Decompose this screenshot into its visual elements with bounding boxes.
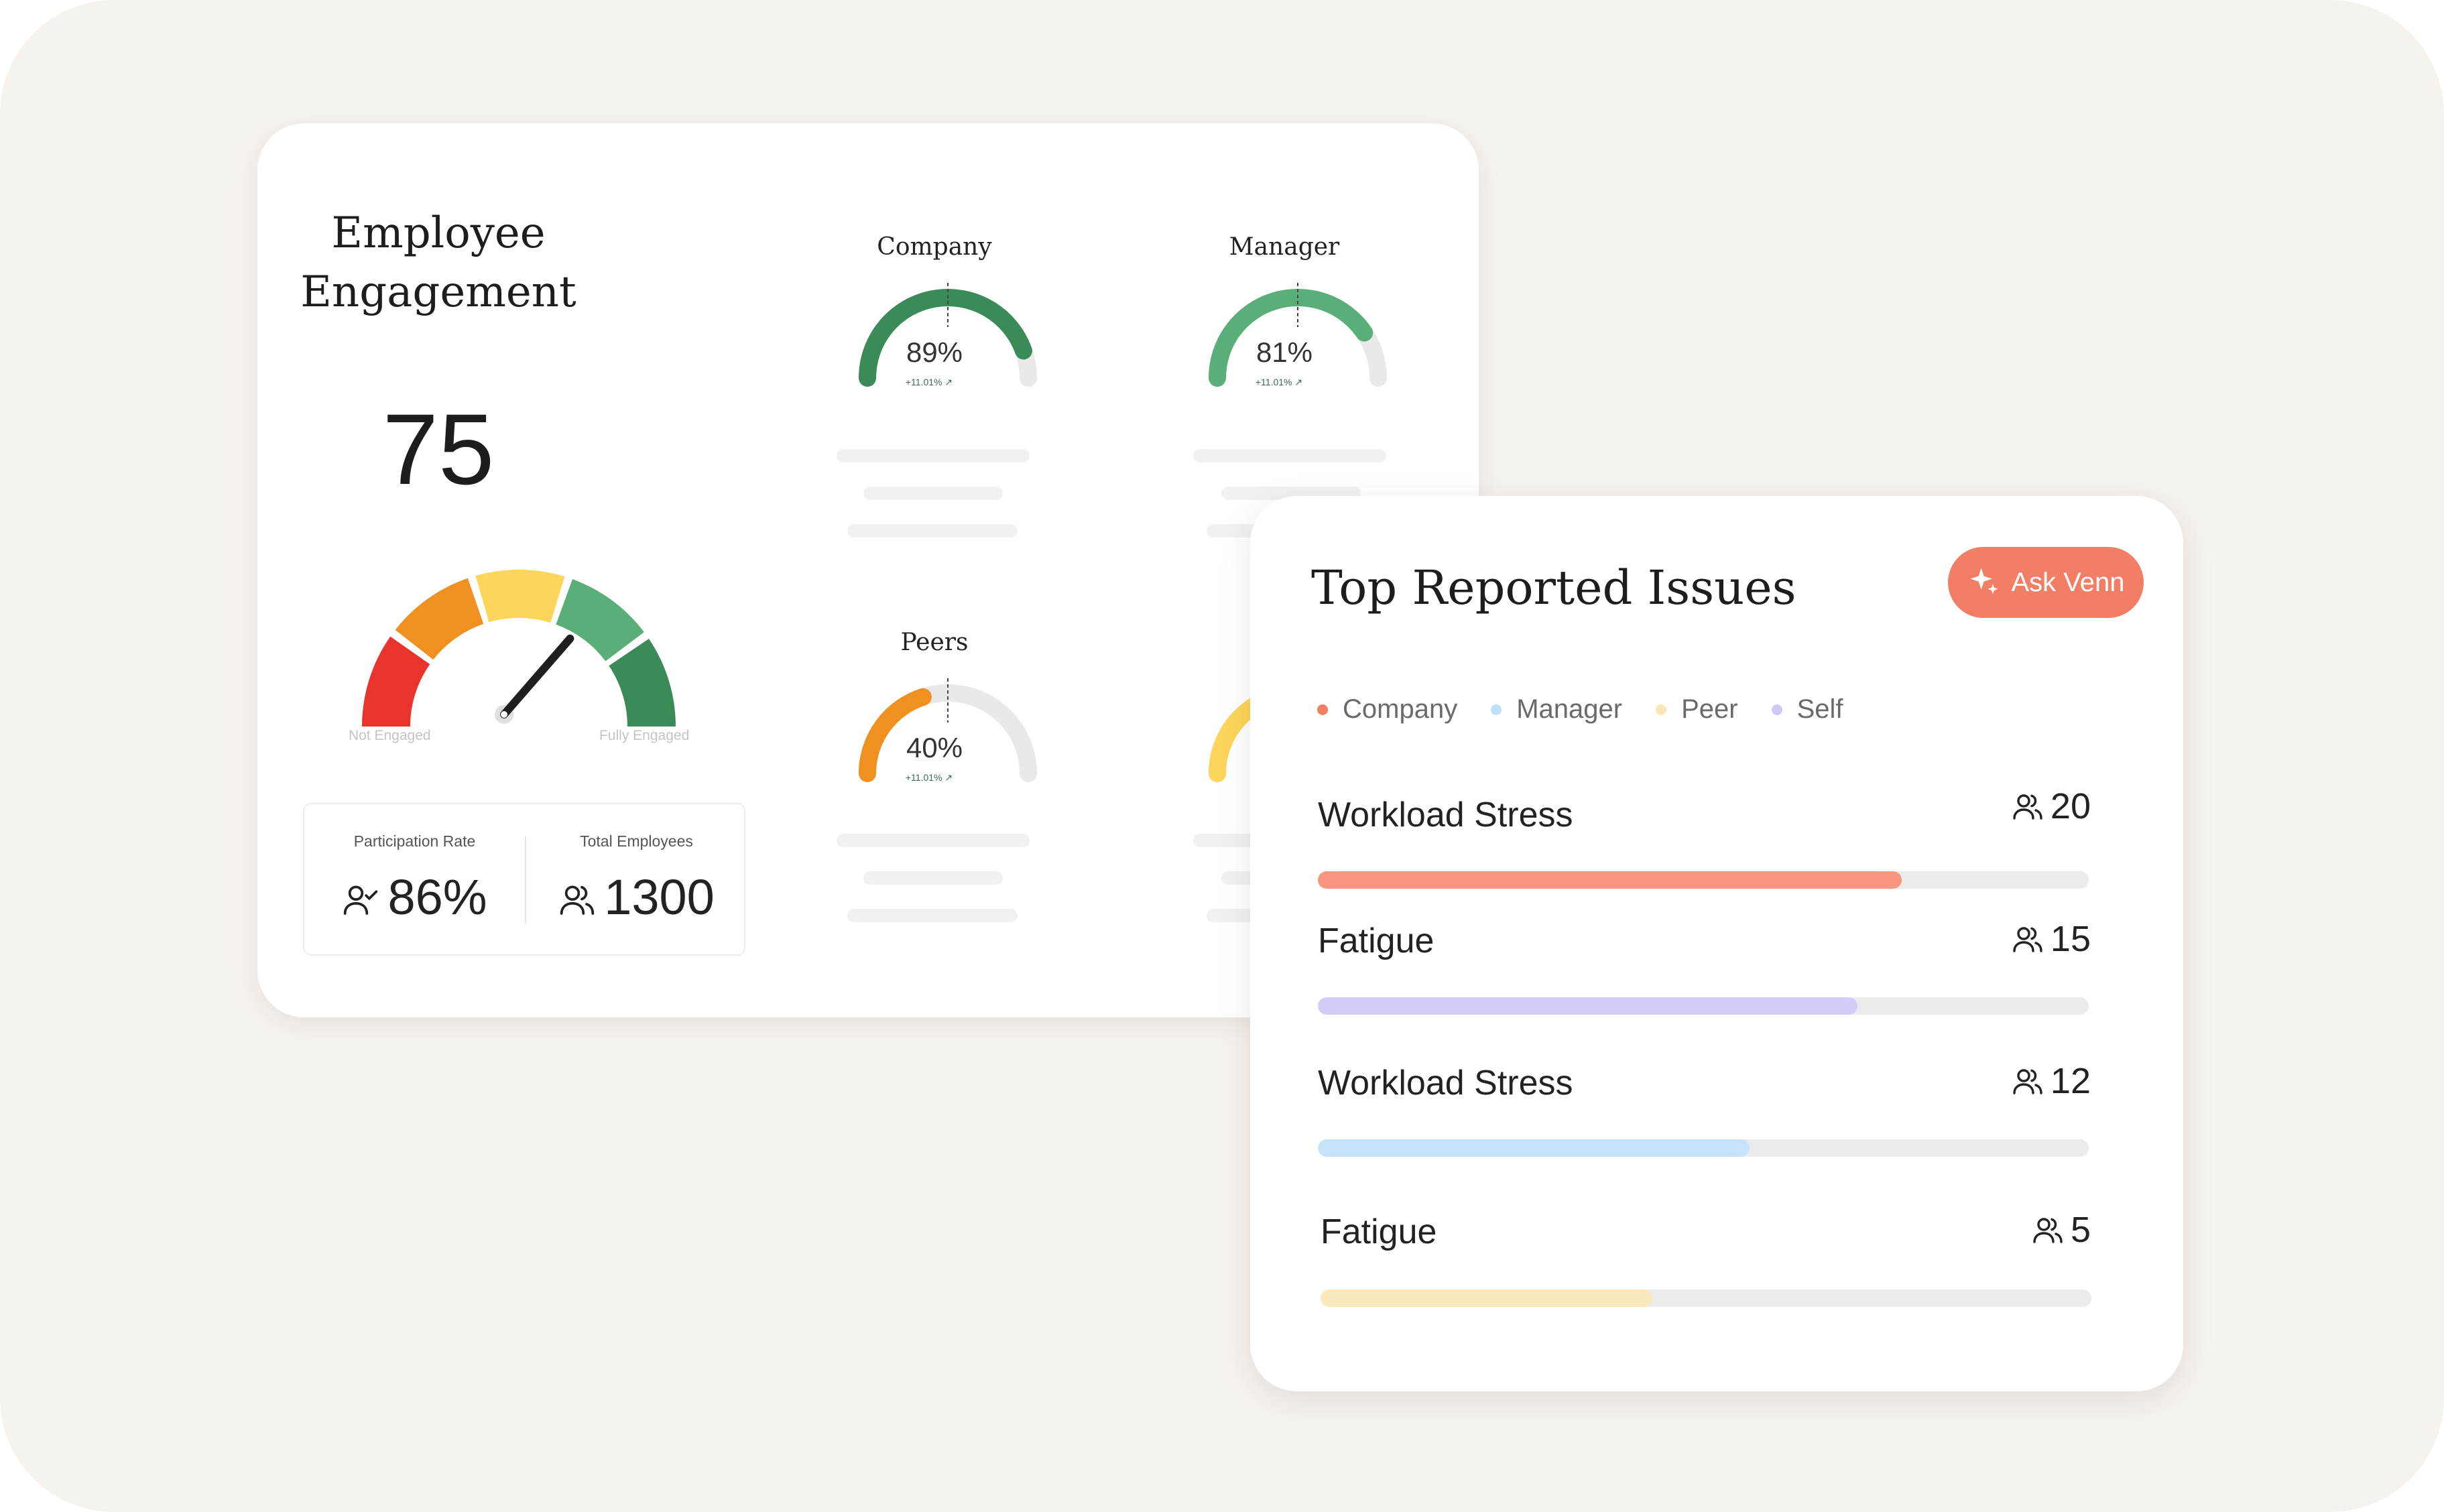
issues-card: Top Reported Issues Ask Venn Company Man… — [1250, 496, 2183, 1391]
gauge-segment — [475, 570, 565, 623]
stats-box: Participation Rate 86% Total Employees 1… — [303, 803, 745, 956]
stats-divider — [525, 836, 526, 924]
trend-up-icon: ↗ — [944, 377, 953, 387]
company-gauge — [859, 283, 1037, 387]
issue-bar-track — [1318, 1139, 2089, 1157]
engagement-score: 75 — [382, 393, 495, 505]
issue-label: Workload Stress — [1318, 1064, 1573, 1102]
gauge-segment — [609, 639, 676, 727]
legend-dot — [1491, 704, 1502, 715]
legend-item-peer: Peer — [1656, 694, 1738, 724]
placeholder-line — [847, 524, 1018, 538]
placeholder-line — [837, 449, 1030, 462]
placeholder-line — [847, 909, 1018, 922]
total-employees-stat: Total Employees 1300 — [526, 804, 747, 954]
legend-dot — [1317, 704, 1328, 715]
issue-bar-track — [1321, 1289, 2091, 1307]
gauge-segment — [556, 579, 644, 662]
trend-up-icon: ↗ — [944, 772, 953, 783]
issue-label: Workload Stress — [1318, 796, 1573, 834]
issue-bar-fill — [1318, 1139, 1750, 1157]
engagement-title: Employee Engagement — [300, 208, 576, 317]
gauge-fill — [859, 688, 932, 782]
legend-dot — [1771, 704, 1782, 715]
issue-bar-fill — [1321, 1289, 1652, 1307]
company-gauge-value: 89% — [906, 336, 963, 368]
manager-gauge — [1209, 283, 1387, 387]
company-gauge-title: Company — [877, 233, 992, 261]
issue-bar-track — [1318, 997, 2089, 1015]
issue-count: 15 — [2012, 918, 2091, 960]
issue-label: Fatigue — [1318, 922, 1434, 960]
participation-stat: Participation Rate 86% — [304, 804, 525, 954]
gauge-fill — [859, 289, 1032, 387]
users-icon — [2013, 1069, 2042, 1094]
legend-item-self: Self — [1771, 694, 1843, 724]
placeholder-line — [1193, 449, 1386, 462]
peers-gauge-delta: +11.01% ↗ — [905, 772, 953, 783]
users-icon — [2013, 794, 2042, 820]
gauge-segment — [362, 636, 430, 727]
issue-bar-track — [1318, 871, 2089, 889]
legend-dot — [1656, 704, 1667, 715]
ask-venn-button[interactable]: Ask Venn — [1948, 547, 2144, 618]
total-employees-label: Total Employees — [580, 832, 693, 850]
trend-up-icon: ↗ — [1294, 377, 1303, 387]
gauge-needle — [500, 634, 574, 718]
users-icon — [2013, 927, 2042, 952]
peers-gauge-value: 40% — [906, 732, 963, 763]
issues-title: Top Reported Issues — [1311, 560, 1796, 615]
manager-gauge-delta: +11.01% ↗ — [1255, 377, 1303, 387]
manager-gauge-title: Manager — [1229, 233, 1340, 261]
issue-label: Fatigue — [1321, 1212, 1437, 1251]
users-icon — [2033, 1218, 2063, 1243]
ask-venn-label: Ask Venn — [2011, 567, 2125, 597]
gauge-segment — [395, 578, 484, 660]
peers-gauge — [859, 678, 1037, 782]
user-check-icon — [344, 885, 378, 915]
participation-label: Participation Rate — [353, 832, 476, 850]
placeholder-line — [863, 871, 1003, 885]
sparkle-icon — [1970, 568, 1999, 594]
engagement-gauge — [362, 570, 676, 727]
gauge-min-label: Not Engaged — [349, 728, 431, 743]
issue-count: 12 — [2012, 1060, 2091, 1102]
manager-gauge-value: 81% — [1256, 336, 1313, 368]
issue-count: 20 — [2012, 785, 2091, 827]
placeholder-line — [863, 487, 1003, 500]
issues-legend: Company Manager Peer Self — [1317, 694, 1843, 724]
users-icon — [560, 885, 595, 915]
gauge-max-label: Fully Engaged — [599, 728, 690, 743]
issue-bar-fill — [1318, 997, 1857, 1015]
participation-value: 86% — [387, 869, 487, 925]
gauge-fill — [1209, 289, 1373, 387]
gauge-needle-center — [501, 711, 507, 718]
legend-item-manager: Manager — [1491, 694, 1622, 724]
issue-bar-fill — [1318, 871, 1902, 889]
peers-gauge-title: Peers — [900, 629, 969, 656]
total-employees-value: 1300 — [604, 869, 715, 925]
issue-count: 5 — [2032, 1209, 2091, 1251]
placeholder-line — [837, 834, 1030, 847]
legend-item-company: Company — [1317, 694, 1457, 724]
company-gauge-delta: +11.01% ↗ — [905, 377, 953, 387]
